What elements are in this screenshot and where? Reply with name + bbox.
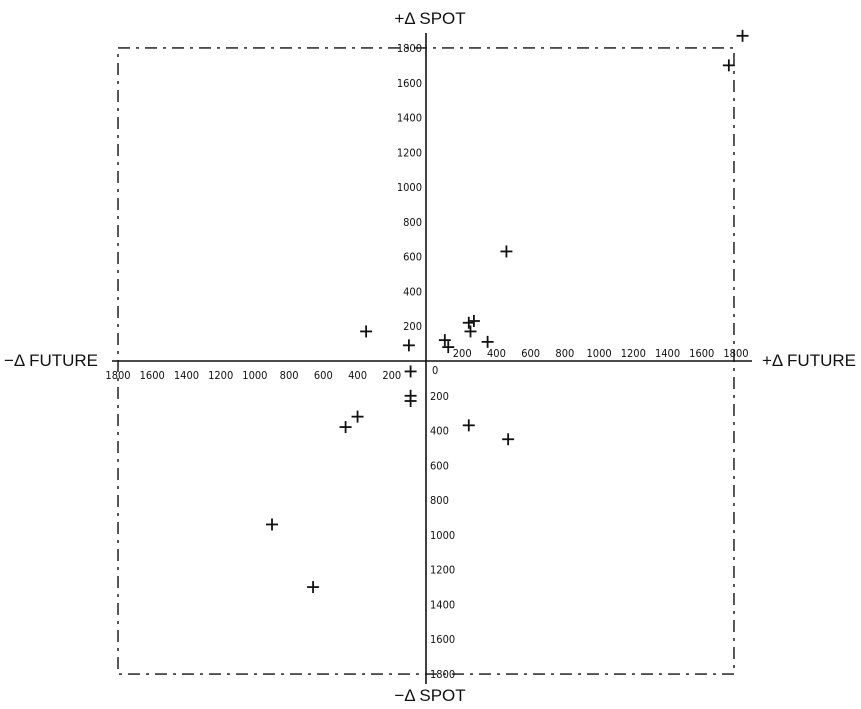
x-tick-label: 400 [487,347,506,360]
data-point [351,410,364,423]
x-tick-label: 800 [280,369,299,382]
data-point [502,433,515,446]
y-tick-label: 1400 [430,598,455,611]
y-tick-label: 1600 [397,77,422,90]
data-point [339,421,352,434]
x-tick-label: 600 [314,369,333,382]
data-point [722,59,735,72]
x-tick-label: 1600 [689,347,714,360]
data-point [462,419,475,432]
data-point [402,339,415,352]
y-tick-label: 600 [430,459,449,472]
data-point [462,316,475,329]
y-tick-label: 600 [403,251,422,264]
x-axis-positive-label: +Δ FUTURE [762,351,856,370]
data-point [266,518,279,531]
x-tick-label: 400 [348,369,367,382]
data-point [438,334,451,347]
x-tick-label: 1800 [105,369,130,382]
x-tick-label: 1400 [174,369,199,382]
y-tick-label: 200 [403,320,422,333]
data-point [736,29,749,42]
data-point [307,581,320,594]
y-tick-label: 1800 [430,668,455,681]
x-tick-label: 200 [382,369,401,382]
data-point [442,341,455,354]
x-tick-label: 600 [521,347,540,360]
y-tick-label: 1200 [397,146,422,159]
y-tick-label: 200 [430,390,449,403]
data-point [467,315,480,328]
y-tick-label: 1000 [397,181,422,194]
y-tick-label: 1000 [430,529,455,542]
y-axis-negative-label: −Δ SPOT [394,686,465,705]
x-tick-label: 1000 [242,369,267,382]
data-point [360,325,373,338]
x-tick-label: 1800 [723,347,748,360]
data-point [500,245,513,258]
x-tick-label: 1000 [587,347,612,360]
y-tick-label: 400 [430,425,449,438]
y-tick-label: 400 [403,285,422,298]
y-tick-label: 1400 [397,112,422,125]
x-tick-label: 1600 [140,369,165,382]
data-point [464,325,477,338]
data-point [404,394,417,407]
x-tick-label: 800 [555,347,574,360]
y-tick-label: 800 [430,494,449,507]
x-tick-label: 1200 [621,347,646,360]
y-tick-label: 1600 [430,633,455,646]
y-tick-label: 800 [403,216,422,229]
data-point [404,365,417,378]
x-axis-negative-label: −Δ FUTURE [4,351,98,370]
y-tick-label: 1800 [397,42,422,55]
x-tick-label: 1400 [655,347,680,360]
data-point [481,335,494,348]
y-axis-positive-label: +Δ SPOT [394,9,465,28]
origin-label: 0 [432,364,438,377]
y-tick-label: 1200 [430,564,455,577]
x-tick-label: 1200 [208,369,233,382]
x-tick-label: 200 [453,347,472,360]
